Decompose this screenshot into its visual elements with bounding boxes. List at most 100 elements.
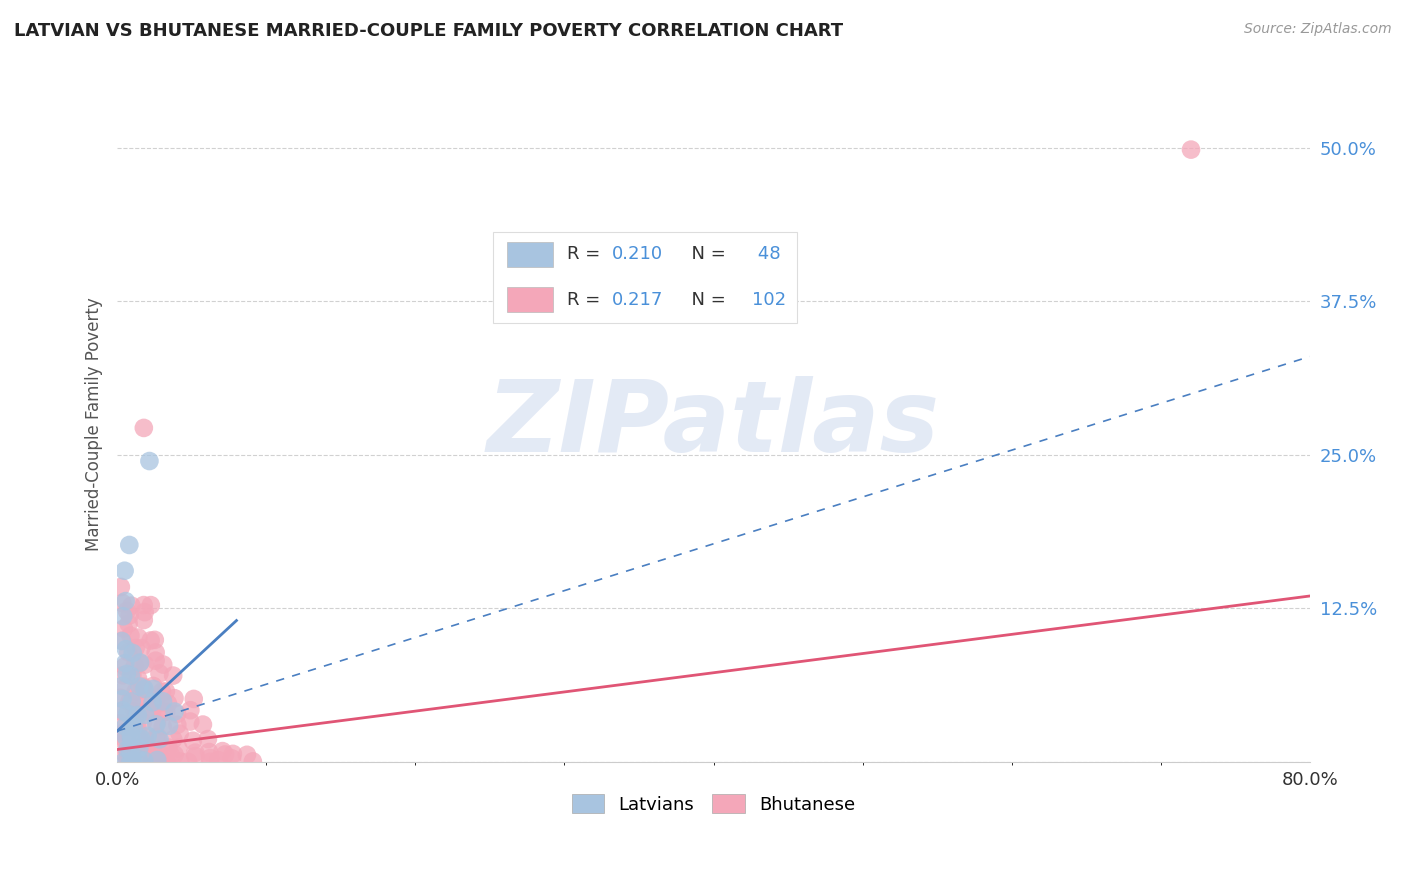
Point bbox=[128, 680, 150, 694]
Point bbox=[146, 715, 169, 730]
Point bbox=[141, 742, 163, 756]
Point bbox=[124, 736, 146, 750]
Point bbox=[149, 752, 172, 766]
Point bbox=[153, 754, 176, 768]
Point bbox=[110, 716, 132, 731]
Point bbox=[127, 631, 149, 645]
Point bbox=[128, 733, 150, 747]
Point bbox=[134, 745, 156, 759]
Point bbox=[124, 739, 146, 753]
Point bbox=[117, 645, 139, 659]
Text: 0.210: 0.210 bbox=[612, 245, 664, 263]
Point bbox=[191, 717, 214, 731]
Point bbox=[124, 684, 146, 698]
Point bbox=[118, 747, 141, 761]
Point bbox=[111, 634, 134, 648]
Point bbox=[221, 751, 243, 765]
Point bbox=[163, 747, 186, 762]
Point bbox=[134, 707, 156, 722]
Point bbox=[110, 580, 132, 594]
Point bbox=[169, 755, 191, 769]
Point bbox=[122, 720, 145, 734]
Point bbox=[214, 747, 236, 762]
Point bbox=[163, 705, 186, 719]
Point bbox=[121, 694, 143, 708]
Point bbox=[157, 740, 180, 755]
Point bbox=[127, 690, 149, 705]
Point bbox=[118, 608, 141, 623]
Point bbox=[184, 749, 207, 764]
Point bbox=[139, 598, 162, 612]
Point bbox=[177, 755, 200, 769]
Point bbox=[112, 622, 135, 636]
Point bbox=[112, 609, 135, 624]
Point bbox=[132, 682, 155, 697]
Point bbox=[128, 656, 150, 670]
Point bbox=[143, 632, 166, 647]
Legend: Latvians, Bhutanese: Latvians, Bhutanese bbox=[572, 794, 855, 814]
Point bbox=[132, 715, 155, 730]
Point bbox=[114, 747, 136, 762]
Point bbox=[146, 753, 169, 767]
Point bbox=[198, 755, 221, 769]
Point bbox=[114, 735, 136, 749]
Point bbox=[134, 730, 156, 744]
FancyBboxPatch shape bbox=[508, 242, 553, 267]
Text: Source: ZipAtlas.com: Source: ZipAtlas.com bbox=[1244, 22, 1392, 37]
Point bbox=[139, 633, 162, 648]
Point bbox=[125, 719, 148, 733]
Point bbox=[197, 732, 219, 747]
Point bbox=[179, 714, 201, 729]
Point bbox=[236, 747, 259, 762]
Point bbox=[152, 694, 174, 708]
Point bbox=[111, 633, 134, 648]
Point bbox=[134, 605, 156, 619]
Point bbox=[112, 725, 135, 739]
Point bbox=[120, 599, 142, 613]
Point bbox=[136, 745, 159, 759]
Point bbox=[145, 717, 167, 731]
Point bbox=[125, 706, 148, 721]
Point bbox=[111, 596, 134, 610]
Point bbox=[163, 691, 186, 706]
Point bbox=[134, 657, 156, 672]
Point bbox=[150, 684, 173, 698]
Point bbox=[112, 755, 135, 769]
Point bbox=[166, 718, 188, 732]
Y-axis label: Married-Couple Family Poverty: Married-Couple Family Poverty bbox=[86, 297, 103, 551]
Point bbox=[132, 613, 155, 627]
Point bbox=[115, 604, 138, 618]
Point bbox=[131, 751, 153, 765]
Point bbox=[111, 668, 134, 682]
Point bbox=[155, 684, 177, 698]
Point bbox=[110, 705, 132, 719]
FancyBboxPatch shape bbox=[494, 232, 797, 323]
Point bbox=[115, 745, 138, 759]
Point bbox=[222, 747, 245, 761]
Point bbox=[624, 239, 647, 253]
Point bbox=[120, 668, 142, 682]
Text: 102: 102 bbox=[752, 291, 786, 309]
Point bbox=[145, 654, 167, 668]
Point bbox=[181, 733, 204, 747]
Text: R =: R = bbox=[567, 245, 606, 263]
FancyBboxPatch shape bbox=[508, 287, 553, 312]
Point bbox=[145, 730, 167, 744]
Text: N =: N = bbox=[681, 245, 731, 263]
Point bbox=[146, 697, 169, 711]
Point bbox=[122, 753, 145, 767]
Point bbox=[155, 705, 177, 719]
Text: N =: N = bbox=[681, 291, 731, 309]
Point bbox=[160, 748, 183, 763]
Point bbox=[138, 454, 160, 468]
Point bbox=[146, 730, 169, 744]
Point bbox=[198, 745, 221, 759]
Point bbox=[129, 656, 152, 670]
Point bbox=[124, 704, 146, 718]
Point bbox=[128, 741, 150, 756]
Point bbox=[118, 538, 141, 552]
Point bbox=[155, 755, 177, 769]
Point bbox=[115, 666, 138, 681]
Text: 48: 48 bbox=[752, 245, 780, 263]
Point bbox=[114, 656, 136, 670]
